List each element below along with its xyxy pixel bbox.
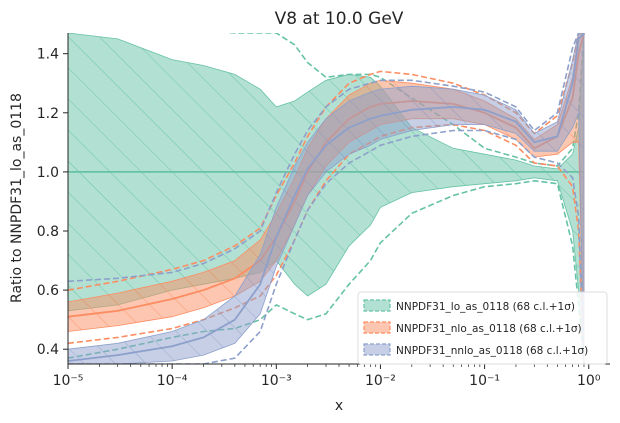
x-tick-label-5: 10⁰ <box>577 373 601 389</box>
legend-label-1: NNPDF31_nlo_as_0118 (68 c.l.+1σ) <box>396 323 582 335</box>
legend-box <box>357 291 608 365</box>
y-ticks: 0.4 0.6 0.8 1.0 1.2 1.4 <box>37 47 68 358</box>
x-tick-label-1: 10⁻⁴ <box>157 373 188 389</box>
x-tick-label-2: 10⁻³ <box>261 373 292 389</box>
series-1-upper-bound <box>68 33 584 291</box>
legend-swatch-2 <box>363 343 391 356</box>
y-tick-label-1: 0.6 <box>37 283 59 299</box>
series-2 <box>68 33 585 364</box>
y-tick-label-3: 1.0 <box>37 165 59 181</box>
series-2-upper-bound <box>68 33 584 283</box>
y-tick-label-2: 0.8 <box>37 224 59 240</box>
x-tick-label-0: 10⁻⁵ <box>53 373 84 389</box>
series-2-hatch <box>68 33 584 364</box>
legend-label-0: NNPDF31_lo_as_0118 (68 c.l.+1σ) <box>396 301 575 313</box>
chart-title: V8 at 10.0 GeV <box>275 9 404 29</box>
y-tick-label-0: 0.4 <box>37 342 59 358</box>
x-axis-label: x <box>335 398 343 414</box>
legend-swatch-0 <box>363 299 391 312</box>
y-tick-label-4: 1.2 <box>37 106 59 122</box>
y-axis-label: Ratio to NNPDF31_lo_as_0118 <box>9 93 25 303</box>
plot-area <box>68 33 585 364</box>
legend: NNPDF31_lo_as_0118 (68 c.l.+1σ) NNPDF31_n… <box>357 291 608 365</box>
series-0-upper-bound <box>68 33 585 167</box>
x-tick-label-4: 10⁻¹ <box>469 373 500 389</box>
x-tick-label-3: 10⁻² <box>365 373 396 389</box>
series-2-central <box>68 33 585 362</box>
legend-swatch-1 <box>363 321 391 334</box>
series-2-lower-bound <box>68 129 585 364</box>
x-ticks: 10⁻⁵ 10⁻⁴ 10⁻³ 10⁻² 10⁻¹ 10⁰ <box>53 364 601 389</box>
legend-label-2: NNPDF31_nnlo_as_0118 (68 c.l.+1σ) <box>396 345 588 357</box>
y-tick-label-5: 1.4 <box>37 47 59 63</box>
